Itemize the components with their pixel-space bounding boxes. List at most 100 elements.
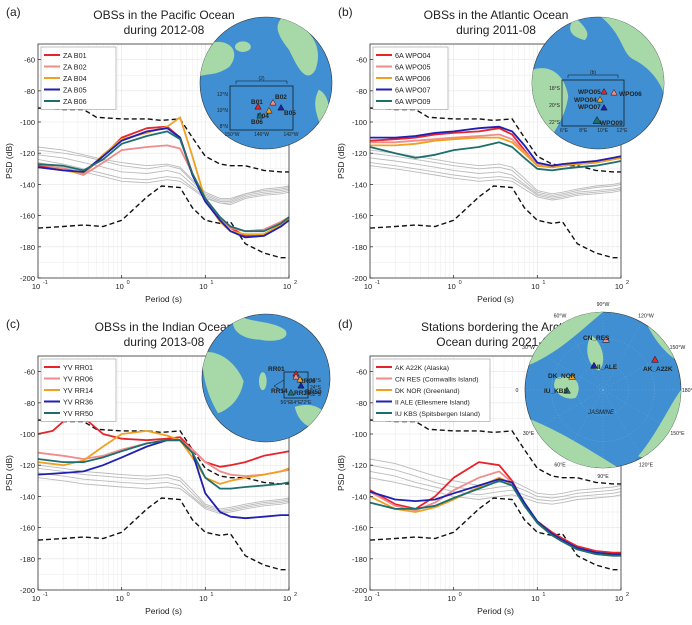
axes-frame <box>37 355 290 591</box>
map-lat-label: 8°N <box>220 124 229 130</box>
chart-title-line: during 2012-08 <box>124 23 205 37</box>
map-lon-label: 146°W <box>254 132 269 138</box>
zoom-box <box>561 79 625 127</box>
map-lon-label: 142°W <box>283 132 298 138</box>
y-tick-label: -120 <box>352 461 367 470</box>
station-marker <box>254 102 262 110</box>
map-lat-label: 20°S <box>549 103 561 109</box>
station-label: IU_KBS <box>544 388 569 395</box>
station-label: WPO05 <box>578 89 601 96</box>
x-tick-label: 10 <box>283 594 291 603</box>
x-tick-exponent: -1 <box>43 280 48 286</box>
map-lon-label: 12°E <box>617 128 629 134</box>
graticule-meridian <box>563 389 604 458</box>
map-lon-label: 120°W <box>638 314 654 320</box>
map-lon-label: 120°E <box>639 462 654 468</box>
x-tick-exponent: -1 <box>375 280 380 286</box>
station-label: B06 <box>251 119 263 126</box>
graticule-meridian <box>535 350 604 391</box>
station-label: B04 <box>257 113 269 120</box>
station-label: CN_RES <box>583 335 610 342</box>
map-lon-label: 56°E <box>281 400 293 406</box>
station-marker <box>256 111 264 119</box>
legend-entry: ZA B06 <box>63 97 87 106</box>
y-tick-label: -60 <box>356 368 367 377</box>
x-tick-exponent: 0 <box>459 280 462 286</box>
x-tick-exponent: 1 <box>542 592 545 598</box>
x-tick-exponent: 0 <box>127 280 130 286</box>
y-tick-label: -120 <box>20 149 35 158</box>
y-tick-label: -100 <box>20 430 35 439</box>
noise-model-nhnm <box>369 419 621 485</box>
zoom-connector <box>273 379 285 393</box>
x-tick-label: 10 <box>364 282 372 291</box>
legend-entry: ZA B01 <box>63 51 87 60</box>
legend: 6A WPO04 6A WPO05 6A WPO06 6A WPO07 6A WPO09 <box>372 46 449 110</box>
noise-model-nhnm <box>37 419 289 485</box>
y-tick-label: -60 <box>24 56 35 65</box>
y-axis-label: PSD (dB) <box>336 143 346 179</box>
map-lat-label: 10°N <box>217 108 229 114</box>
station-label: RR36 <box>294 390 311 397</box>
x-tick-label: 10 <box>199 282 207 291</box>
y-tick-label: -180 <box>20 555 35 564</box>
series-line-3 <box>370 125 622 167</box>
legend-entry: II ALE (Ellesmere Island) <box>395 400 470 407</box>
legend-entry: IU KBS (Spitsbergen Island) <box>395 411 480 418</box>
y-tick-label: -140 <box>352 180 367 189</box>
panel-label: (c) <box>6 317 20 331</box>
legend-entry: 6A WPO05 <box>395 63 431 72</box>
station-label: II_ALE <box>597 364 618 371</box>
y-tick-label: -120 <box>20 461 35 470</box>
panel-label: (d) <box>338 317 353 331</box>
x-axis-label: Period (s) <box>477 294 514 304</box>
reference-curve-0 <box>369 464 622 499</box>
y-tick-label: -80 <box>24 87 35 96</box>
zoom-box <box>229 85 294 131</box>
noise-model-nlnm <box>369 497 621 571</box>
y-tick-label: -120 <box>352 149 367 158</box>
map-lat-label: 12°N <box>217 92 229 98</box>
x-tick-label: 10 <box>531 282 539 291</box>
landmass <box>232 314 287 341</box>
x-tick-exponent: 0 <box>459 592 462 598</box>
y-tick-label: -80 <box>356 87 367 96</box>
legend: YV RR01 YV RR06 YV RR14 YV RR36 YV RR50 <box>40 358 117 422</box>
x-tick-label: 10 <box>32 594 40 603</box>
legend-entry: 6A WPO07 <box>395 86 431 95</box>
chart-title-line: Ocean during 2021-08 <box>436 335 556 349</box>
station-marker <box>563 386 571 394</box>
station-marker <box>592 115 602 124</box>
legend-entry: CN RES (Cornwallis Island) <box>395 377 478 384</box>
station-marker <box>590 361 598 369</box>
y-tick-label: -200 <box>20 274 35 283</box>
legend-entry: YV RR50 <box>63 409 93 418</box>
station-marker <box>602 335 610 343</box>
x-tick-label: 10 <box>32 282 40 291</box>
y-tick-label: -80 <box>24 399 35 408</box>
graticule-meridian <box>563 322 604 391</box>
station-label: RR50 <box>305 389 322 396</box>
chart-title-line: during 2013-08 <box>124 335 205 349</box>
graticule-meridian <box>602 350 671 391</box>
legend-entry: ZA B04 <box>63 74 87 83</box>
graticule-meridian <box>602 322 643 391</box>
x-tick-label: 10 <box>615 282 623 291</box>
x-tick-label: 10 <box>115 282 123 291</box>
graticule-meridian <box>535 389 604 430</box>
y-tick-label: -60 <box>24 368 35 377</box>
reference-curve-3 <box>369 458 622 496</box>
reference-curve-0 <box>369 152 622 196</box>
x-tick-exponent: 1 <box>210 592 213 598</box>
graticule-circle <box>577 364 629 416</box>
map-lon-label: 150°W <box>224 132 239 138</box>
x-tick-exponent: -1 <box>43 592 48 598</box>
x-tick-exponent: -1 <box>375 592 380 598</box>
map-lon-label: 150°W <box>670 345 686 351</box>
x-tick-label: 10 <box>531 594 539 603</box>
noise-model-nhnm <box>369 107 621 173</box>
panel-label: (b) <box>338 5 353 19</box>
